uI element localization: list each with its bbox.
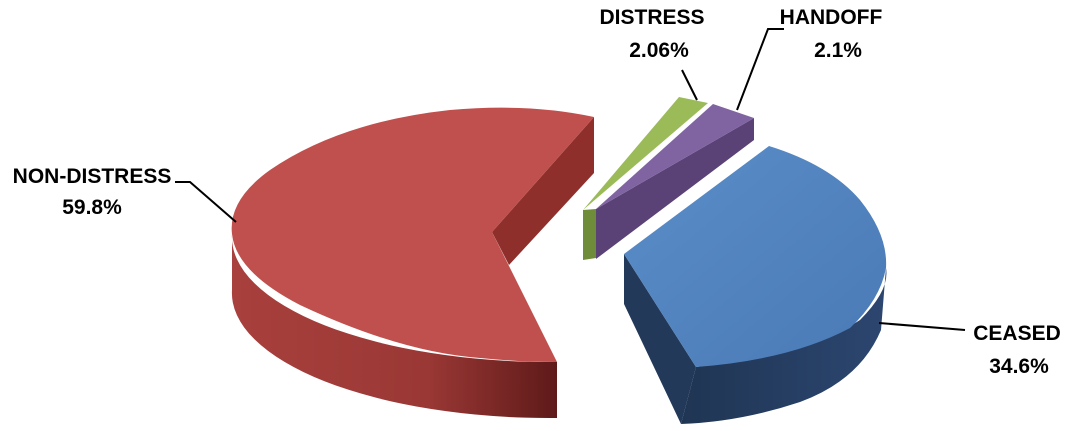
label-non-distress-pct: 59.8% bbox=[62, 196, 122, 219]
slice-non-distress-top bbox=[231, 107, 595, 363]
slice-handoff bbox=[596, 104, 754, 259]
leader-line-non-distress bbox=[175, 181, 237, 223]
slice-ceased-top bbox=[624, 146, 887, 367]
slice-handoff-top bbox=[596, 104, 754, 209]
slice-ceased-cut-face-left bbox=[624, 254, 696, 424]
label-ceased-name: CEASED bbox=[973, 322, 1061, 345]
slice-ceased-side bbox=[681, 268, 887, 424]
leader-line-ceased bbox=[878, 322, 966, 331]
slice-handoff-side bbox=[596, 118, 754, 259]
leader-line-distress bbox=[681, 69, 698, 101]
slice-non-distress-cut-face bbox=[492, 117, 594, 265]
slice-non-distress-side bbox=[231, 234, 557, 419]
slice-distress bbox=[583, 97, 708, 260]
slice-distress-side bbox=[583, 209, 596, 260]
label-non-distress-name: NON-DISTRESS bbox=[13, 165, 172, 188]
slice-ceased bbox=[624, 146, 887, 424]
label-distress-pct: 2.06% bbox=[629, 39, 689, 62]
label-handoff-pct: 2.1% bbox=[814, 39, 862, 62]
slice-non-distress bbox=[231, 107, 595, 419]
label-ceased-pct: 34.6% bbox=[989, 355, 1049, 378]
leader-line-handoff bbox=[736, 28, 784, 111]
label-handoff-name: HANDOFF bbox=[780, 6, 883, 29]
label-distress-name: DISTRESS bbox=[599, 6, 704, 29]
slice-distress-top bbox=[583, 97, 708, 210]
